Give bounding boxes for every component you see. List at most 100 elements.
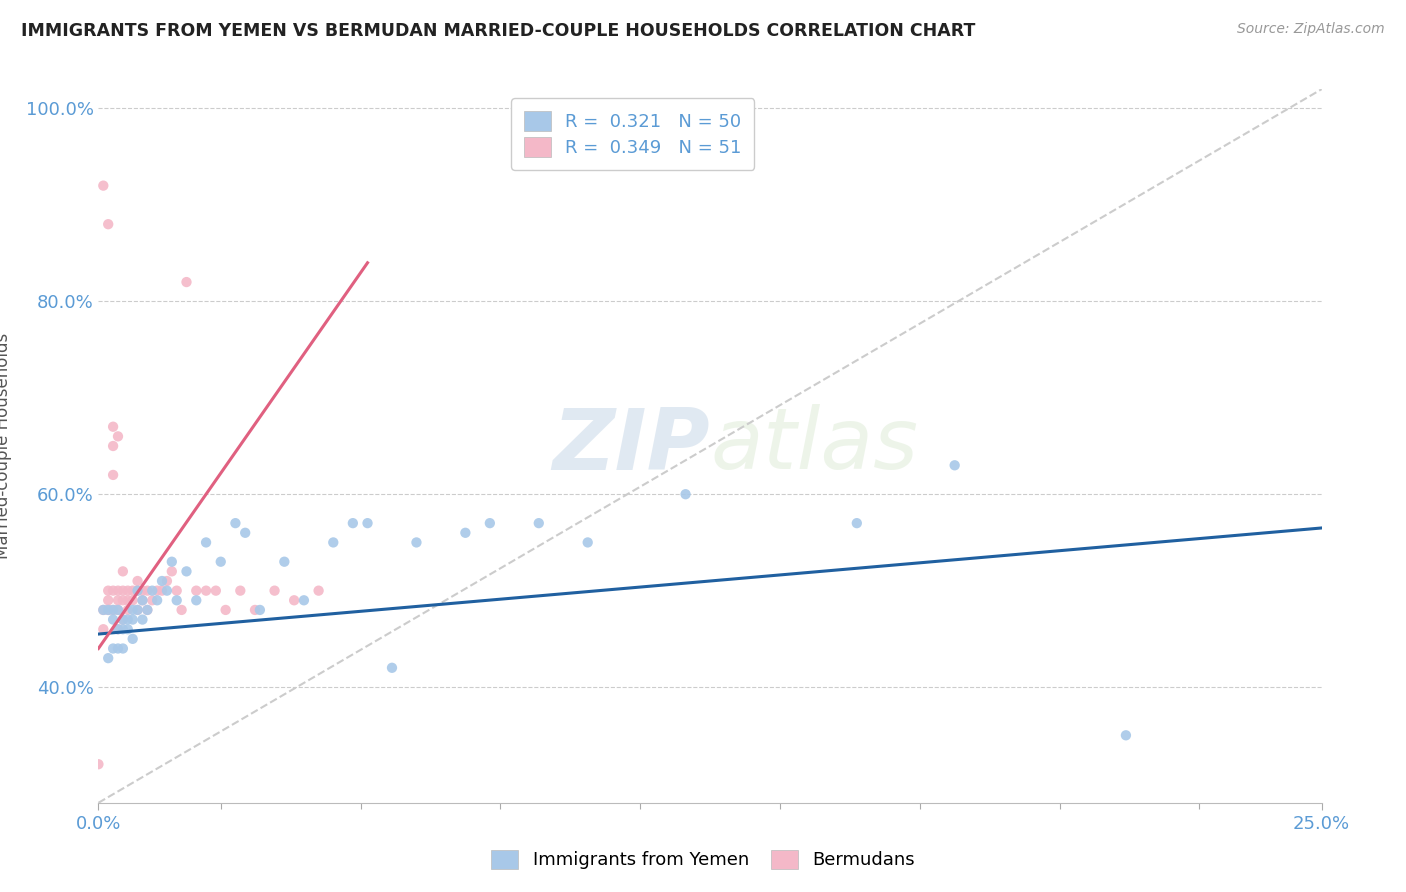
- Point: [101, 467, 124, 482]
- Point: [101, 439, 124, 453]
- Point: [121, 583, 143, 598]
- Point: [91, 603, 114, 617]
- Point: [405, 535, 427, 549]
- Point: [111, 641, 134, 656]
- Point: [209, 555, 232, 569]
- Point: [160, 565, 183, 579]
- Point: [308, 583, 330, 598]
- Point: [195, 535, 218, 549]
- Point: [127, 603, 149, 617]
- Point: [249, 603, 271, 617]
- Point: [156, 574, 179, 588]
- Point: [205, 583, 228, 598]
- Point: [141, 593, 163, 607]
- Y-axis label: Married-couple Households: Married-couple Households: [0, 333, 11, 559]
- Legend: R =  0.321   N = 50, R =  0.349   N = 51: R = 0.321 N = 50, R = 0.349 N = 51: [512, 98, 754, 169]
- Point: [121, 603, 143, 617]
- Point: [97, 603, 120, 617]
- Point: [176, 275, 198, 289]
- Point: [150, 583, 173, 598]
- Point: [101, 603, 124, 617]
- Point: [136, 603, 159, 617]
- Point: [107, 603, 129, 617]
- Text: ZIP: ZIP: [553, 404, 710, 488]
- Point: [356, 516, 378, 530]
- Point: [146, 593, 169, 607]
- Point: [166, 593, 188, 607]
- Point: [127, 583, 149, 598]
- Point: [111, 613, 134, 627]
- Point: [111, 622, 134, 636]
- Point: [111, 593, 134, 607]
- Point: [131, 593, 153, 607]
- Point: [91, 622, 114, 636]
- Point: [381, 661, 404, 675]
- Point: [273, 555, 295, 569]
- Text: atlas: atlas: [710, 404, 918, 488]
- Point: [87, 757, 110, 772]
- Point: [342, 516, 364, 530]
- Point: [214, 603, 236, 617]
- Point: [283, 593, 305, 607]
- Point: [156, 583, 179, 598]
- Point: [97, 217, 120, 231]
- Point: [101, 419, 124, 434]
- Point: [107, 583, 129, 598]
- Point: [176, 565, 198, 579]
- Point: [943, 458, 966, 473]
- Point: [233, 525, 256, 540]
- Point: [229, 583, 252, 598]
- Point: [141, 583, 163, 598]
- Point: [107, 622, 129, 636]
- Point: [454, 525, 477, 540]
- Point: [121, 613, 143, 627]
- Point: [150, 574, 173, 588]
- Point: [195, 583, 218, 598]
- Point: [127, 583, 149, 598]
- Point: [146, 583, 169, 598]
- Point: [243, 603, 266, 617]
- Point: [97, 603, 120, 617]
- Point: [170, 603, 193, 617]
- Point: [97, 583, 120, 598]
- Point: [186, 593, 208, 607]
- Point: [1115, 728, 1137, 742]
- Point: [117, 622, 139, 636]
- Point: [101, 613, 124, 627]
- Point: [91, 603, 114, 617]
- Point: [101, 583, 124, 598]
- Point: [127, 574, 149, 588]
- Point: [136, 603, 159, 617]
- Point: [111, 613, 134, 627]
- Text: Source: ZipAtlas.com: Source: ZipAtlas.com: [1237, 22, 1385, 37]
- Point: [263, 583, 285, 598]
- Point: [127, 603, 149, 617]
- Point: [107, 622, 129, 636]
- Point: [121, 593, 143, 607]
- Point: [131, 583, 153, 598]
- Point: [675, 487, 697, 501]
- Point: [117, 603, 139, 617]
- Point: [97, 651, 120, 665]
- Point: [478, 516, 501, 530]
- Point: [101, 641, 124, 656]
- Point: [91, 178, 114, 193]
- Point: [160, 555, 183, 569]
- Point: [224, 516, 246, 530]
- Point: [131, 593, 153, 607]
- Point: [107, 429, 129, 443]
- Point: [186, 583, 208, 598]
- Point: [136, 583, 159, 598]
- Legend: Immigrants from Yemen, Bermudans: Immigrants from Yemen, Bermudans: [482, 840, 924, 879]
- Point: [166, 583, 188, 598]
- Point: [845, 516, 868, 530]
- Point: [97, 593, 120, 607]
- Point: [107, 603, 129, 617]
- Point: [111, 583, 134, 598]
- Point: [111, 565, 134, 579]
- Point: [121, 632, 143, 646]
- Point: [131, 613, 153, 627]
- Point: [107, 641, 129, 656]
- Point: [292, 593, 315, 607]
- Point: [576, 535, 599, 549]
